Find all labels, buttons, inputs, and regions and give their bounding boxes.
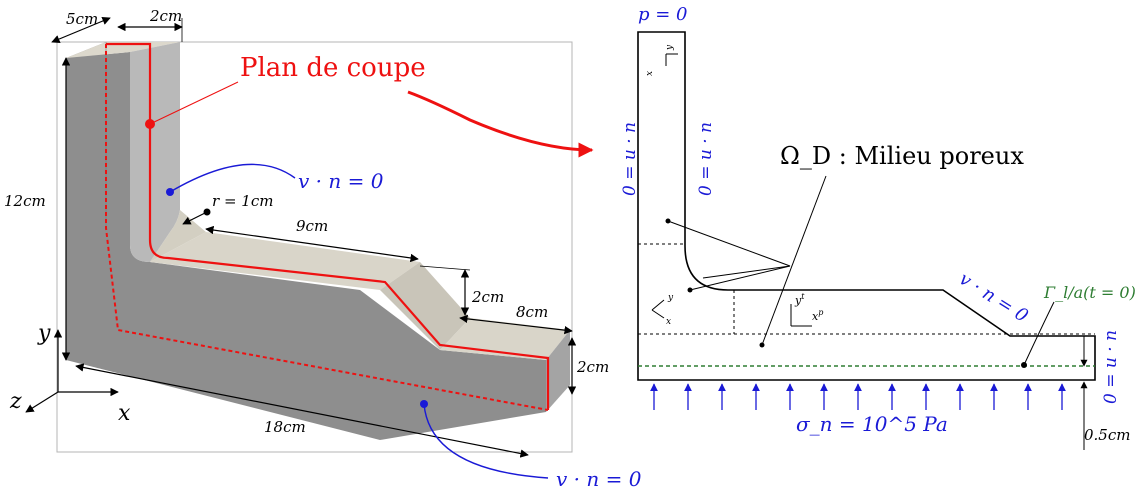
dim-8cm-arrow: [459, 314, 573, 335]
dim-5cm-arrow: [51, 17, 111, 43]
bc-bottom-leader: [423, 403, 549, 479]
slope-top-face: [380, 262, 470, 350]
omega-leader-4: [761, 175, 827, 346]
omega-leader-2: [702, 265, 791, 279]
local-frame-top: y x: [645, 44, 678, 76]
radius-leader: [182, 211, 208, 225]
dim-2cm-right-label: 2cm: [576, 358, 609, 376]
gamma-leader: [1023, 301, 1055, 366]
left-3d-figure: 5cm 2cm Plan de coupe 12cm y z x r = 1cm…: [4, 7, 642, 491]
domain-outline: [637, 31, 1096, 381]
dim-5cm-label: 5cm: [66, 10, 98, 28]
dim-8cm-label: 8cm: [516, 303, 548, 321]
radius-point: [203, 208, 211, 216]
inner-bc-label: 0 = u · n: [696, 122, 716, 196]
svg-text:yt: yt: [794, 292, 805, 307]
svg-text:x: x: [666, 317, 671, 327]
bc-side-label: v · n = 0: [298, 169, 384, 193]
dim-2cm-top-label: 2cm: [149, 7, 182, 25]
dim-18cm-label: 18cm: [264, 418, 306, 436]
cut-plane-label: Plan de coupe: [240, 53, 426, 83]
sigma-label: σ_n = 10^5 Pa: [796, 412, 948, 436]
dim-9cm-arrow: [205, 225, 419, 263]
svg-text:y: y: [665, 44, 675, 51]
gamma-label: Γ_l/a(t = 0): [1043, 283, 1136, 302]
svg-text:xp: xp: [812, 308, 823, 323]
column-top-face: [66, 42, 180, 58]
cut-plane-arrow: [407, 90, 594, 158]
dim-12cm-label: 12cm: [4, 192, 46, 210]
bc-bottom-label: v · n = 0: [556, 467, 642, 491]
svg-text:y: y: [667, 293, 674, 303]
right-2d-figure: y x yt xp y x p = 0: [620, 4, 1136, 450]
axis-y-label: y: [37, 321, 51, 346]
dim-18cm-arrow: [75, 363, 529, 458]
axis-x-label: x: [118, 401, 131, 426]
dim-9cm-label: 9cm: [296, 217, 328, 235]
bc-side-leader: [169, 163, 296, 193]
fillet-face: [150, 210, 206, 262]
cut-plane-line: [106, 42, 550, 410]
load-arrows: [650, 383, 1066, 410]
z-axis-arrow: [25, 391, 59, 413]
column-inner-face: [130, 42, 180, 262]
omega-leader-3: [689, 265, 791, 291]
bc-bottom-point: [420, 400, 428, 408]
slope-bc-label: v · n = 0: [955, 268, 1031, 327]
thickness-label: 0.5cm: [1084, 426, 1130, 444]
l-shape-front-face: [66, 52, 546, 440]
local-frame-bottom: yt xp: [790, 292, 823, 327]
svg-text:x: x: [645, 71, 655, 76]
local-frame-fillet: y x: [651, 293, 674, 327]
right-bc-label: 0 = u · n: [1101, 330, 1121, 404]
end-right-face: [546, 330, 570, 412]
domain-label: Ω_D : Milieu poreux: [780, 142, 1024, 170]
axis-z-label: z: [9, 389, 22, 414]
omega-leader-1: [667, 220, 791, 267]
cut-plane-leader: [149, 81, 239, 125]
radius-label: r = 1cm: [212, 192, 273, 210]
dim-2cm-step-label: 2cm: [471, 288, 504, 306]
gamma-point: [1021, 362, 1027, 368]
bc-side-point: [166, 188, 174, 196]
top-bc-label: p = 0: [638, 4, 688, 25]
left-bc-label: 0 = u · n: [620, 122, 640, 196]
